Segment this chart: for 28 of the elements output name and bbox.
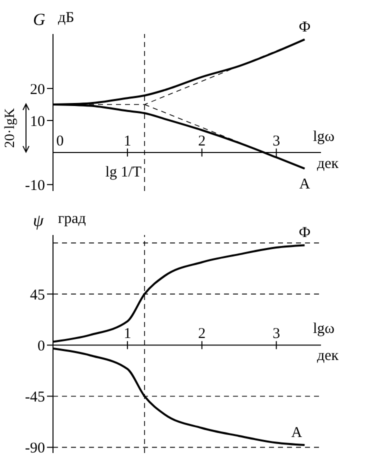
x-tick-label: 2 [198,326,206,342]
x-tick-label: 3 [272,326,280,342]
text: дБ [58,10,74,27]
x-axis-title: lgω [313,128,335,146]
y-tick-label: 45 [30,287,45,304]
x-tick-label: 2 [198,134,206,150]
series-label: А [299,176,310,193]
x-tick-label: 0 [56,134,64,150]
text: 20·lgK [3,106,19,150]
text: град [58,211,86,228]
x-tick-label: 3 [272,134,280,150]
series-label: Ф [298,19,311,36]
y-tick-label: 10 [30,114,45,130]
x-tick-label: 1 [124,134,132,150]
series-label: Ф [298,225,311,242]
y-tick-label: 20 [30,82,45,98]
y-tick-label: -45 [25,390,45,406]
x-tick-label: 1 [124,326,132,342]
x-axis-title: lgω [313,321,335,338]
y-tick-label: 0 [38,338,45,354]
y-tick-label: -90 [25,440,45,457]
ref-line-label: lg 1/T [105,164,142,181]
annotation: дек [317,348,339,366]
series-label: А [291,425,302,442]
y-axis-title: G [33,10,46,30]
y-tick-label: -10 [25,178,45,194]
annotation: дек [317,156,339,173]
y-axis-title: ψ [33,211,44,231]
